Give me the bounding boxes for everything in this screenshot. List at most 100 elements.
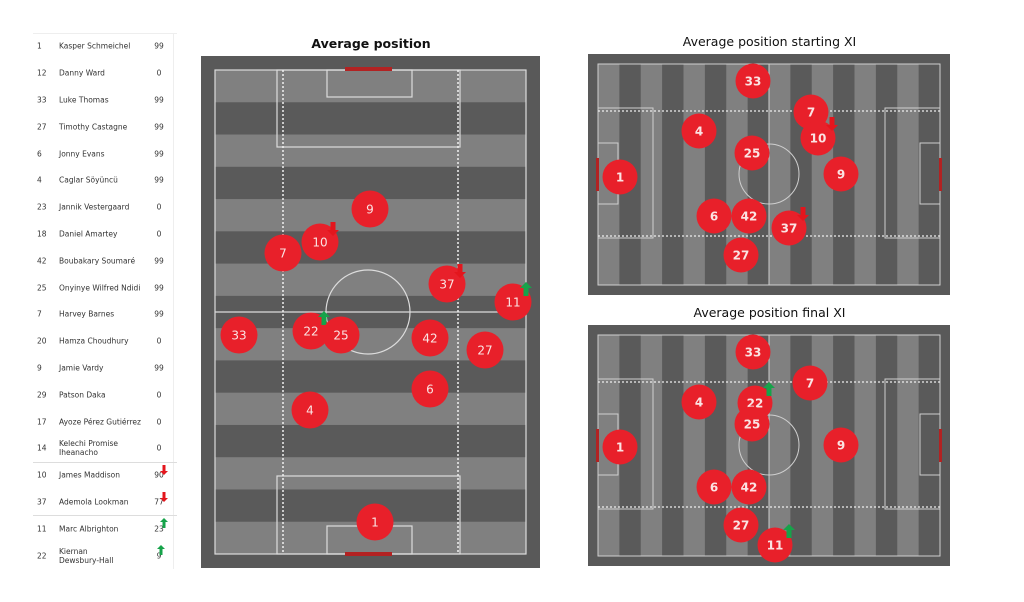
player-number: 4 <box>37 175 42 185</box>
player-number: 10 <box>37 470 47 480</box>
player-marker: 27 <box>466 331 504 369</box>
player-number: 37 <box>37 497 47 507</box>
table-row: 37 Ademola Lookman 77 <box>33 489 177 516</box>
minutes-played: 99 <box>154 175 164 185</box>
player-marker: 22 <box>292 311 330 350</box>
player-name: Ayoze Pérez Gutiérrez <box>59 417 141 427</box>
player-number-label: 4 <box>695 124 703 138</box>
player-number: 27 <box>37 122 47 132</box>
player-name: Kiernan Dewsbury-Hall <box>59 546 114 565</box>
pitch-average-position: 9 10 7 37 11 33 22 25 42 27 6 4 1 <box>201 56 540 568</box>
player-marker: 25 <box>322 316 360 354</box>
player-number: 29 <box>37 390 47 400</box>
player-number: 33 <box>37 95 47 105</box>
player-number: 17 <box>37 417 47 427</box>
arrow-up-icon <box>318 311 330 325</box>
player-number-label: 11 <box>767 538 784 552</box>
player-marker: 11 <box>757 524 795 563</box>
player-number-label: 33 <box>231 328 246 342</box>
player-number-label: 6 <box>710 480 718 494</box>
player-name: Harvey Barnes <box>59 309 115 319</box>
player-number: 9 <box>37 363 42 373</box>
player-number-label: 25 <box>333 328 348 342</box>
player-marker: 10 <box>800 117 838 156</box>
player-marker: 42 <box>731 469 767 505</box>
player-marker: 4 <box>681 113 717 149</box>
minutes-played: 0 <box>156 202 162 212</box>
player-minutes-table: 1 Kasper Schmeichel 99 12 Danny Ward 0 33 Luke … <box>33 33 177 569</box>
table-row: 33 Luke Thomas 99 <box>33 87 177 114</box>
player-marker: 1 <box>602 429 638 465</box>
minutes-played: 99 <box>154 363 164 373</box>
arrow-up-icon <box>160 518 168 529</box>
goal-top <box>345 67 392 71</box>
table-row: 4 Caglar Söyüncü 99 <box>33 167 177 194</box>
table-row: 29 Patson Daka 0 <box>33 381 177 408</box>
minutes-played: 90 <box>154 470 164 480</box>
player-marker: 42 <box>731 198 767 234</box>
player-number: 11 <box>37 524 47 534</box>
player-name: Patson Daka <box>59 390 106 400</box>
player-number: 6 <box>37 149 42 159</box>
player-marker: 9 <box>351 190 389 228</box>
goal-bottom <box>345 552 392 556</box>
player-number-label: 27 <box>477 343 492 357</box>
player-number-label: 33 <box>745 345 762 359</box>
player-marker: 7 <box>792 365 828 401</box>
player-marker: 33 <box>220 316 258 354</box>
minutes-played: 99 <box>154 95 164 105</box>
minutes-played: 9 <box>156 551 162 561</box>
player-marker: 9 <box>823 156 859 192</box>
player-name: Kelechi Promise Iheanacho <box>59 439 119 458</box>
minutes-played: 99 <box>154 122 164 132</box>
player-marker: 27 <box>723 237 759 273</box>
table-row: 25 Onyinye Wilfred Ndidi 99 <box>33 274 177 301</box>
player-number-label: 7 <box>279 246 287 260</box>
chart-title-starting-xi: Average position starting XI <box>682 34 857 49</box>
player-number-label: 10 <box>810 131 827 145</box>
player-number-label: 9 <box>366 202 374 216</box>
player-name: Danny Ward <box>59 68 105 78</box>
player-marker: 6 <box>696 469 732 505</box>
player-number-label: 1 <box>371 515 379 529</box>
table-row: 6 Jonny Evans 99 <box>33 140 177 167</box>
player-marker: 25 <box>734 135 770 171</box>
goal-right <box>939 429 942 462</box>
minutes-played: 0 <box>156 68 162 78</box>
player-number: 23 <box>37 202 47 212</box>
player-marker: 4 <box>681 384 717 420</box>
player-name: Hamza Choudhury <box>59 336 129 346</box>
player-name: Onyinye Wilfred Ndidi <box>59 283 141 293</box>
table-group-divider <box>33 515 177 517</box>
table-row: 7 Harvey Barnes 99 <box>33 301 177 328</box>
player-number-label: 9 <box>837 167 845 181</box>
minutes-played: 0 <box>156 443 162 453</box>
player-number: 42 <box>37 256 47 266</box>
player-number-label: 1 <box>616 440 624 454</box>
minutes-played: 99 <box>154 309 164 319</box>
player-marker: 7 <box>264 234 302 272</box>
player-number: 20 <box>37 336 47 346</box>
table-row: 1 Kasper Schmeichel 99 <box>33 33 177 60</box>
table-divider <box>173 33 174 569</box>
pitch-starting-xi: 33 7 4 10 25 1 9 6 42 37 27 <box>588 54 950 295</box>
player-marker: 9 <box>823 427 859 463</box>
minutes-played: 99 <box>154 149 164 159</box>
player-name: Daniel Amartey <box>59 229 118 239</box>
minutes-played: 0 <box>156 417 162 427</box>
table-row: 23 Jannik Vestergaard 0 <box>33 194 177 221</box>
player-number-label: 42 <box>422 331 437 345</box>
arrow-up-icon <box>783 524 795 538</box>
player-name: Ademola Lookman <box>59 497 129 507</box>
player-marker: 33 <box>735 334 771 370</box>
table-row: 18 Daniel Amartey 0 <box>33 221 177 248</box>
minutes-played: 99 <box>154 41 164 51</box>
arrow-down-icon <box>160 464 168 475</box>
player-name: James Maddison <box>59 470 120 480</box>
player-marker: 27 <box>723 507 759 543</box>
player-number-label: 27 <box>733 518 750 532</box>
chart-title-final-xi: Average position final XI <box>693 305 846 320</box>
player-number: 1 <box>37 41 42 51</box>
